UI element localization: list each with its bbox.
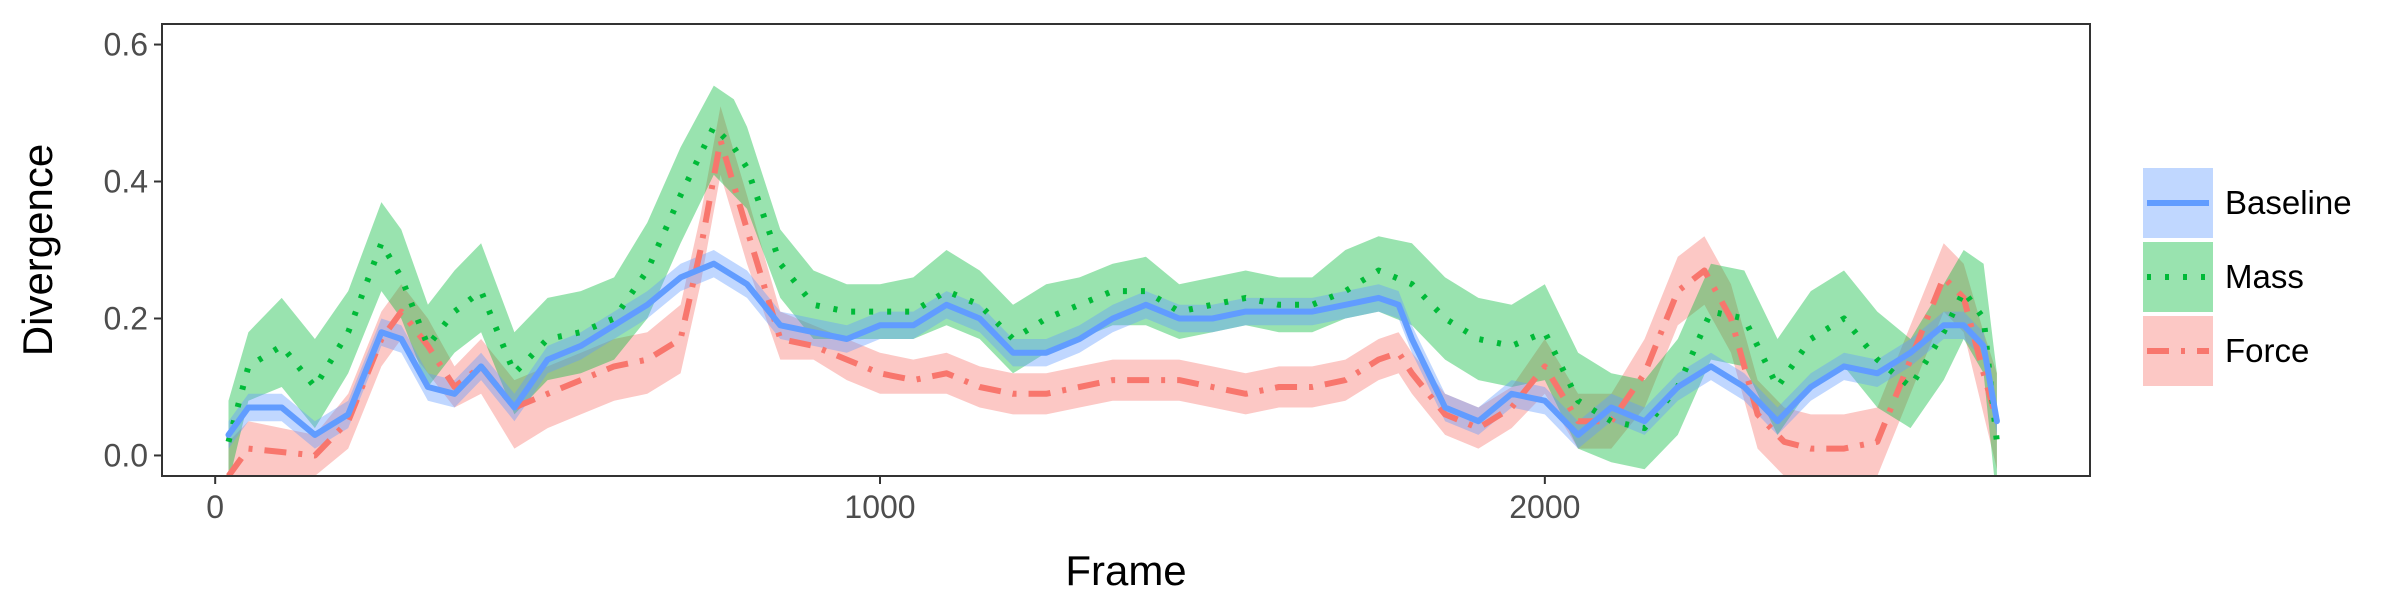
- legend-label-force: Force: [2225, 332, 2309, 369]
- confidence-bands: [228, 85, 1997, 476]
- y-tick-label: 0.4: [104, 164, 148, 200]
- series-line-baseline: [225, 260, 2000, 438]
- x-tick-label: 0: [206, 489, 224, 525]
- x-tick-label: 2000: [1509, 489, 1580, 525]
- x-axis-title: Frame: [1065, 547, 1186, 594]
- legend-label-mass: Mass: [2225, 258, 2304, 295]
- y-axis-title: Divergence: [14, 144, 61, 356]
- x-tick-label: 1000: [844, 489, 915, 525]
- y-tick-label: 0.0: [104, 437, 148, 473]
- x-axis: 0 1000 2000: [206, 476, 1580, 525]
- series-line-force: [226, 137, 2000, 476]
- y-axis: 0.0 0.2 0.4 0.6: [104, 27, 162, 473]
- y-tick-label: 0.6: [104, 27, 148, 63]
- band-baseline: [228, 250, 1997, 449]
- y-tick-label: 0.2: [104, 300, 148, 336]
- band-mass: [228, 85, 1997, 476]
- series-lines: [225, 123, 2000, 476]
- legend-label-baseline: Baseline: [2225, 184, 2352, 221]
- plot-panel-border: [161, 23, 2091, 477]
- legend: Baseline Mass Force: [2143, 168, 2352, 386]
